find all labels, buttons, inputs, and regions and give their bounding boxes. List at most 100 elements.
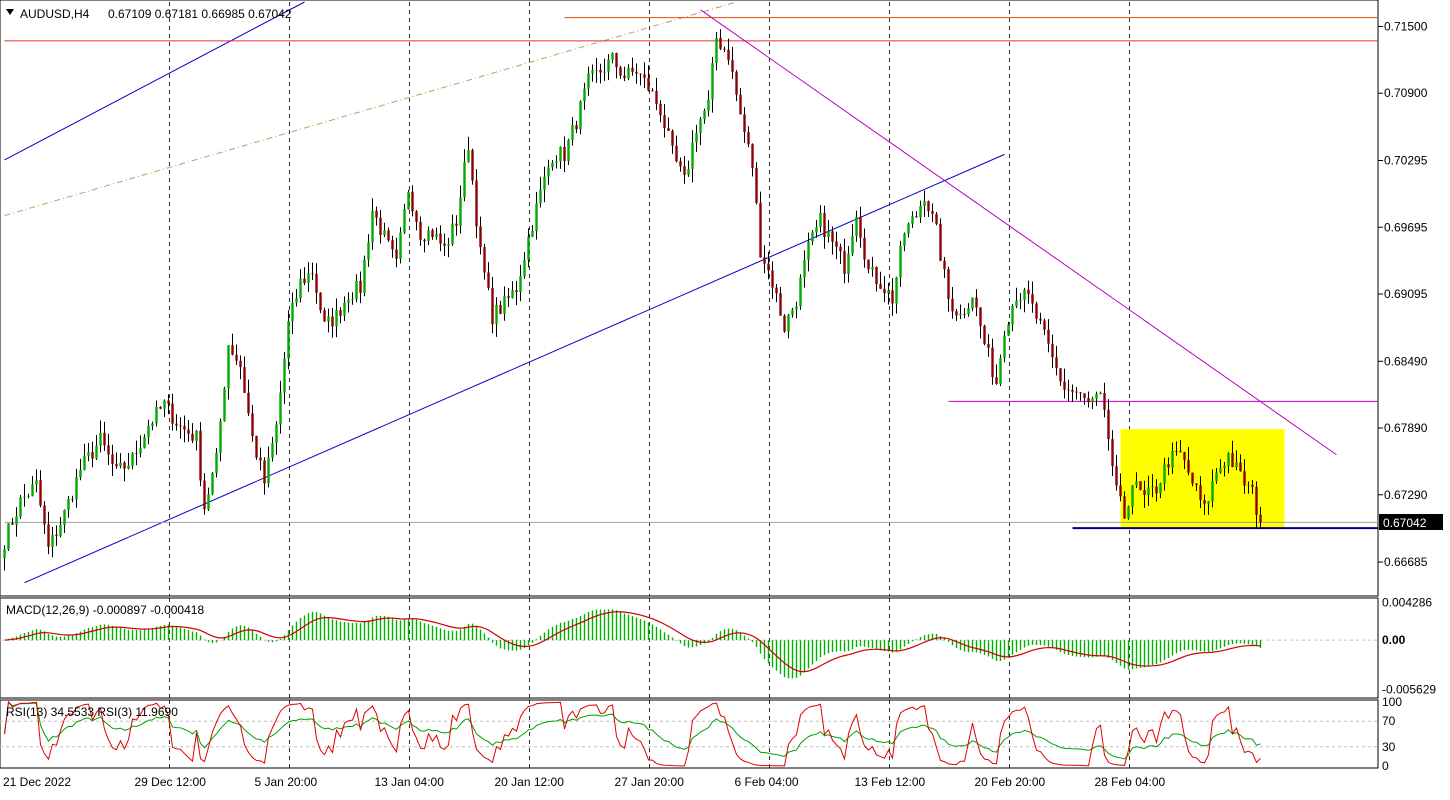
candle	[47, 511, 50, 555]
candle	[935, 211, 938, 226]
candle	[487, 262, 490, 291]
candle-body	[759, 202, 762, 258]
x-tick-label: 20 Jan 12:00	[495, 775, 565, 789]
candle-body	[207, 494, 210, 510]
candle-body	[731, 60, 734, 72]
candle-body	[1035, 303, 1038, 319]
candle	[475, 169, 478, 239]
candle-body	[783, 315, 786, 332]
candle-body	[1107, 409, 1110, 440]
candle-body	[839, 246, 842, 252]
candle	[299, 269, 302, 303]
candle-body	[7, 523, 10, 550]
candle-body	[87, 452, 90, 456]
candle-body	[1219, 467, 1222, 473]
candle-body	[875, 266, 878, 285]
candle	[647, 65, 650, 92]
candle	[115, 452, 118, 469]
candle	[191, 423, 194, 444]
triangle-down-icon[interactable]	[6, 9, 14, 15]
candle-body	[155, 406, 158, 424]
candle-body	[63, 509, 66, 525]
candle	[55, 525, 58, 546]
candle	[643, 62, 646, 89]
candle-body	[667, 128, 670, 131]
candle	[295, 289, 298, 307]
candle	[319, 292, 322, 314]
candle	[815, 219, 818, 238]
candle-body	[251, 413, 254, 437]
candle	[1251, 480, 1254, 494]
candle	[575, 120, 578, 134]
candle-body	[163, 400, 166, 409]
candle-body	[811, 232, 814, 242]
x-tick-label: 27 Jan 20:00	[615, 775, 685, 789]
rsi13-line	[4, 700, 1261, 760]
candle-body	[1087, 398, 1090, 403]
rsi-y-tick-label: 0	[1382, 759, 1389, 773]
candle-body	[119, 462, 122, 467]
candle-body	[83, 455, 86, 470]
candle	[515, 280, 518, 306]
candle	[179, 417, 182, 439]
candle-body	[919, 205, 922, 218]
macd-layer	[0, 609, 1378, 679]
candle-body	[131, 453, 134, 466]
candle	[899, 240, 902, 287]
candle-body	[867, 259, 870, 270]
candle-body	[1071, 389, 1074, 392]
y-tick-label: 0.70295	[1384, 154, 1428, 168]
candle	[1215, 468, 1218, 484]
candle-body	[655, 91, 658, 104]
candle-body	[963, 313, 966, 315]
candle-body	[999, 357, 1002, 384]
candle-body	[35, 480, 38, 485]
candle-body	[323, 310, 326, 322]
candle-body	[623, 75, 626, 79]
candle-body	[627, 67, 630, 79]
candle	[763, 245, 766, 274]
candle	[1027, 280, 1030, 304]
candle-body	[135, 453, 138, 454]
candle-body	[271, 443, 274, 458]
candle	[1199, 476, 1202, 509]
candle	[19, 495, 22, 520]
candle-body	[1203, 499, 1206, 504]
candle-body	[335, 310, 338, 327]
candle	[51, 526, 54, 558]
candle-body	[823, 212, 826, 238]
candle-body	[379, 217, 382, 235]
candle-body	[147, 425, 150, 437]
candle	[871, 256, 874, 277]
candle	[1103, 382, 1106, 418]
candle-body	[115, 463, 118, 467]
candle	[891, 278, 894, 316]
candle	[471, 148, 474, 185]
candle-body	[779, 293, 782, 316]
candle-body	[883, 288, 886, 294]
candle	[723, 46, 726, 53]
candle	[1143, 480, 1146, 508]
candle	[395, 237, 398, 268]
candle	[1075, 386, 1078, 400]
candle-body	[827, 231, 830, 238]
candle	[831, 226, 834, 255]
candle-body	[675, 145, 678, 162]
candle-body	[291, 302, 294, 322]
candle-body	[807, 241, 810, 260]
candle-body	[187, 429, 190, 434]
candle	[1151, 474, 1154, 498]
candle-body	[503, 296, 506, 314]
candle	[603, 58, 606, 82]
candle	[787, 313, 790, 339]
candle	[1047, 319, 1050, 353]
candle	[747, 126, 750, 148]
candle-body	[567, 139, 570, 161]
candle-body	[987, 343, 990, 348]
candle	[947, 266, 950, 312]
candle	[991, 338, 994, 385]
candle-body	[423, 239, 426, 242]
candle	[883, 276, 886, 303]
